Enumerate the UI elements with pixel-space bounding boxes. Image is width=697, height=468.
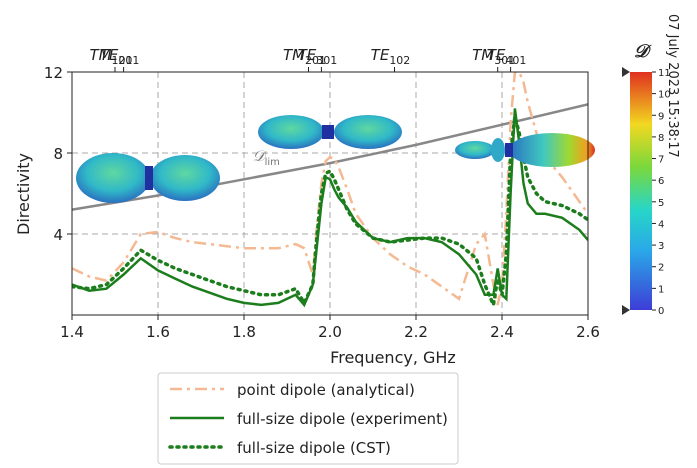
pattern-left <box>76 153 220 203</box>
colorbar-tick-label: 5 <box>658 198 664 209</box>
mode-index: 201 <box>118 54 139 67</box>
x-axis-label: Frequency, GHz <box>330 348 456 367</box>
colorbar-tick-label: 9 <box>658 111 664 122</box>
limit-line <box>72 103 588 211</box>
timestamp: 07 July 2023 15:38:17 <box>665 14 680 158</box>
legend-label: point dipole (analytical) <box>237 381 415 399</box>
x-tick-label: 2.2 <box>404 323 428 341</box>
colorbar-title: 𝒟 <box>634 41 652 62</box>
x-tick-label: 1.4 <box>60 323 84 341</box>
colorbar-tick-label: 11 <box>658 68 671 79</box>
colorbar-tick-label: 4 <box>658 219 664 230</box>
x-tick-label: 1.8 <box>232 323 256 341</box>
mode-label: TE102 <box>371 46 411 67</box>
pattern-right <box>455 133 595 167</box>
mode-name: TM <box>89 46 111 64</box>
x-tick-label: 2.4 <box>490 323 514 341</box>
series-line <box>72 116 588 312</box>
mode-name: TE <box>100 46 119 64</box>
x-tick-label: 2.0 <box>318 323 342 341</box>
mode-index: 101 <box>112 54 133 67</box>
colorbar-tick-label: 3 <box>658 241 664 252</box>
y-tick-label: 4 <box>53 226 63 244</box>
mode-index: 301 <box>316 54 337 67</box>
colorbar-tick-label: 0 <box>658 306 664 317</box>
mode-index: 201 <box>305 54 326 67</box>
x-tick-label: 2.6 <box>576 323 600 341</box>
mode-label: TM101 <box>89 46 132 67</box>
mode-label: TE401 <box>487 46 527 67</box>
colorbar-tick-label: 7 <box>658 155 664 166</box>
colorbar-gradient <box>630 72 652 310</box>
y-axis-label: Directivity <box>14 153 33 235</box>
limit-label: 𝒟lim <box>253 147 280 168</box>
legend-label: full-size dipole (CST) <box>237 439 391 457</box>
mode-name: TE <box>371 46 390 64</box>
mode-index: 401 <box>505 54 526 67</box>
colorbar-tick-label: 2 <box>658 263 664 274</box>
mode-index: 301 <box>494 54 515 67</box>
mode-name: TM <box>472 46 494 64</box>
mode-label: TM301 <box>472 46 515 67</box>
x-tick-label: 1.6 <box>146 323 170 341</box>
mode-label: TE201 <box>100 46 140 67</box>
limit-symbol: 𝒟 <box>253 147 268 165</box>
colorbar-tick-label: 8 <box>658 133 664 144</box>
mode-index: 102 <box>389 54 410 67</box>
y-tick-label: 8 <box>53 145 63 163</box>
legend-box <box>157 372 459 465</box>
mode-label: TM201 <box>283 46 326 67</box>
limit-sub: lim <box>265 157 280 168</box>
colorbar-tick-label: 10 <box>658 90 671 101</box>
colorbar: 𝒟 0 1 2 3 4 5 6 7 8 9 10 11 <box>622 41 671 317</box>
colorbar-tick-label: 1 <box>658 284 664 295</box>
legend-label: full-size dipole (experiment) <box>237 410 448 428</box>
mode-name: TM <box>283 46 305 64</box>
colorbar-arrow <box>622 67 630 77</box>
mode-name: TE <box>487 46 506 64</box>
mode-label: TE301 <box>298 46 338 67</box>
mode-name: TE <box>298 46 317 64</box>
colorbar-tick-label: 6 <box>658 176 664 187</box>
plot-area <box>72 72 588 315</box>
y-tick-label: 12 <box>44 64 63 82</box>
pattern-middle <box>258 115 402 149</box>
colorbar-arrow <box>622 305 630 315</box>
legend: point dipole (analytical) full-size dipol… <box>157 372 459 465</box>
series-line <box>72 72 588 306</box>
